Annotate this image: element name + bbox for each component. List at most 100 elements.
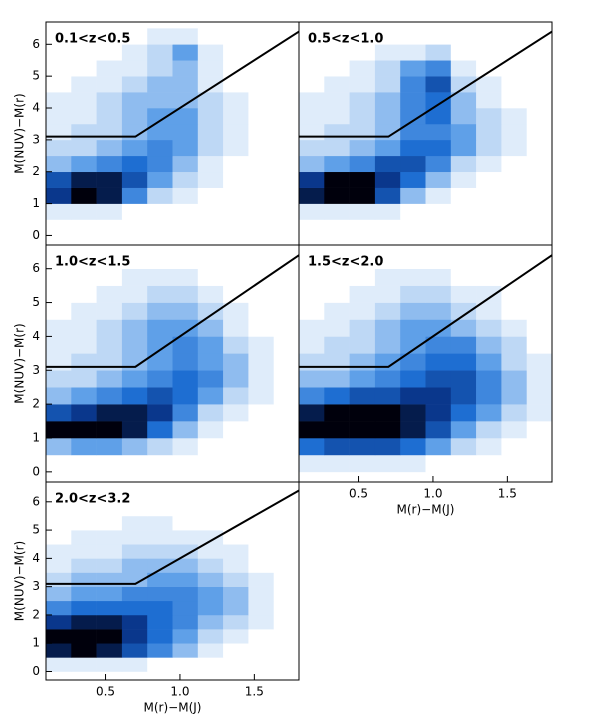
heat-cell (172, 487, 199, 503)
heat-cell (197, 614, 224, 630)
heat-cell (172, 203, 199, 220)
heat-cell (324, 251, 350, 269)
heat-cell (425, 187, 452, 204)
heat-cell (147, 544, 173, 559)
heat-cell (400, 60, 426, 77)
heat-cell (172, 614, 199, 630)
heat-cell (299, 123, 325, 141)
heat-cell (71, 268, 97, 286)
heat-cell (223, 387, 249, 405)
heat-cell (96, 586, 123, 602)
heat-cell (46, 387, 72, 405)
heat-cell (46, 44, 72, 61)
heat-cell (223, 139, 249, 157)
heat-cell (476, 251, 502, 269)
heat-cell (71, 187, 97, 204)
heat-cell (147, 437, 173, 456)
heat-cell (46, 108, 72, 125)
heat-cell (248, 586, 274, 602)
heat-cell (46, 60, 72, 77)
heat-cell (349, 139, 376, 157)
heat-cell (450, 251, 477, 269)
heat-cell (273, 404, 300, 422)
heat-cell (374, 219, 401, 236)
heat-cell (223, 421, 249, 439)
panel-frame (298, 244, 553, 483)
heat-cell (147, 487, 173, 503)
heat-cell (299, 336, 325, 354)
heat-cell (248, 171, 274, 188)
heat-cell (450, 370, 477, 388)
heat-cell (172, 268, 199, 286)
heat-cell (96, 614, 123, 630)
heat-cell (172, 643, 199, 658)
y-tick-label: 4 (32, 551, 40, 565)
heat-cell (46, 370, 72, 388)
heat-cell (121, 203, 148, 220)
heat-cell (299, 387, 325, 405)
heat-cell (197, 530, 224, 545)
heat-cell (501, 251, 527, 269)
heat-cell (71, 501, 97, 517)
heat-cell (223, 123, 249, 141)
heat-cell (400, 219, 426, 236)
heat-cell (248, 572, 274, 587)
heat-cell (273, 437, 300, 456)
heat-cell (349, 353, 376, 371)
panel-title: 0.1<z<0.5 (55, 32, 130, 47)
heat-cell (501, 454, 527, 473)
heat-cell (147, 76, 173, 93)
heat-cell (147, 353, 173, 371)
heat-cell (197, 76, 224, 93)
heat-cell (526, 251, 553, 269)
heat-cell (172, 404, 199, 422)
heat-cell (299, 285, 325, 303)
heat-cell (46, 487, 72, 503)
heat-cell (121, 302, 148, 320)
heat-cell (273, 629, 300, 644)
heat-cell (374, 421, 401, 439)
heat-cell (223, 28, 249, 45)
heat-cell (172, 558, 199, 573)
heat-cell (526, 171, 553, 188)
heat-cell (526, 353, 553, 371)
heat-cell (526, 28, 553, 45)
heat-cell (96, 155, 123, 173)
heat-cell (46, 336, 72, 354)
heat-cell (425, 319, 452, 337)
heat-cell (324, 268, 350, 286)
heat-cell (526, 203, 553, 220)
heat-cell (46, 614, 72, 630)
heat-cell (96, 657, 123, 672)
heat-cell (121, 268, 148, 286)
heat-cell (476, 171, 502, 188)
heat-cell (197, 302, 224, 320)
heat-cell (172, 139, 199, 157)
heat-cell (349, 387, 376, 405)
heat-cell (273, 155, 300, 173)
heat-cell (71, 76, 97, 93)
heat-cell (324, 60, 350, 77)
heat-cell (223, 657, 249, 672)
heat-cell (96, 501, 123, 517)
heat-cell (324, 437, 350, 456)
heat-cell (425, 219, 452, 236)
heat-cell (501, 108, 527, 125)
heat-cell (501, 44, 527, 61)
heat-cell (96, 336, 123, 354)
heat-cell (96, 353, 123, 371)
heat-cell (96, 421, 123, 439)
heat-cell (400, 76, 426, 93)
heat-cell (526, 404, 553, 422)
heat-cell (248, 108, 274, 125)
heat-cell (526, 302, 553, 320)
heat-cell (71, 614, 97, 630)
heat-cell (197, 643, 224, 658)
heat-cell (349, 268, 376, 286)
heat-cell (299, 437, 325, 456)
heat-cell (273, 92, 300, 109)
heat-cell (197, 387, 224, 405)
heat-cell (349, 285, 376, 303)
heat-cell (223, 353, 249, 371)
heat-cell (96, 251, 123, 269)
